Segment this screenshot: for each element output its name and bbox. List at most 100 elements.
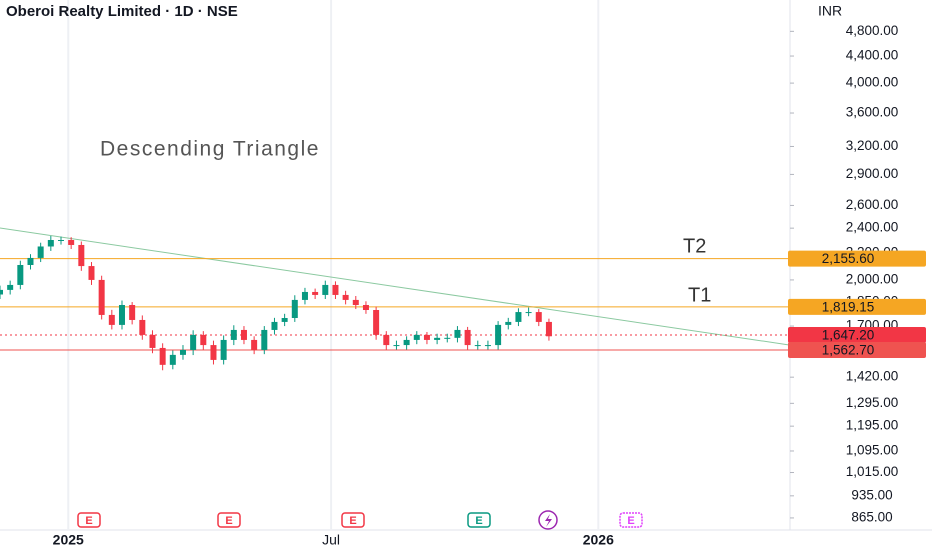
candle-body [47, 239, 54, 247]
candle-body [210, 345, 217, 360]
y-tick-label: 2,000.00 [846, 271, 899, 286]
candle-body [159, 347, 166, 365]
y-tick-label: 3,200.00 [846, 138, 899, 153]
candle-body [535, 312, 542, 322]
candle-body [88, 266, 95, 280]
candle-body [118, 304, 125, 325]
event-badge[interactable] [619, 512, 643, 528]
candle-body [342, 294, 349, 300]
price-tag [788, 341, 926, 358]
annotation: Descending Triangle [100, 138, 320, 161]
y-tick-label: 935.00 [851, 487, 892, 502]
candle-body [220, 339, 227, 360]
candle-body [281, 318, 288, 322]
y-tick-label: 3,600.00 [846, 105, 899, 120]
candle-body [78, 244, 85, 267]
candle-body [230, 329, 237, 340]
candle-body [129, 304, 136, 320]
event-badge[interactable] [217, 512, 241, 528]
candle-body [7, 284, 14, 290]
candle-body [312, 291, 319, 295]
candle-body [0, 289, 3, 295]
candle-body [515, 312, 522, 322]
y-tick-label: 2,400.00 [846, 220, 899, 235]
candle-body [98, 279, 105, 315]
y-tick-label: 2,600.00 [846, 197, 899, 212]
candle-body [332, 284, 339, 295]
y-tick-label: 2,900.00 [846, 166, 899, 181]
event-label[interactable]: E [349, 515, 356, 527]
candle-body [251, 339, 258, 350]
event-label[interactable]: E [627, 515, 634, 527]
trendline [0, 227, 791, 346]
candle-body [484, 345, 491, 347]
candle-body [57, 239, 64, 241]
candle-body [108, 314, 115, 325]
candle-body [149, 334, 156, 348]
y-tick-label: 4,400.00 [846, 48, 899, 63]
candle-body [291, 299, 298, 319]
candle-body [464, 329, 471, 346]
price-tag-label: 2,155.60 [822, 251, 875, 266]
events: E E E E E [77, 510, 643, 530]
candle-body [454, 329, 461, 338]
candle-body [474, 345, 481, 347]
y-tick-label: 1,420.00 [846, 369, 899, 384]
price-tag-label: 1,562.70 [822, 343, 875, 358]
candle-body [505, 321, 512, 325]
candle-body [525, 312, 532, 314]
candle-body [179, 349, 186, 355]
candle-body [200, 334, 207, 346]
candle-body [322, 284, 329, 295]
candle-body [37, 246, 44, 258]
candle-body [352, 299, 359, 305]
event-badge[interactable] [341, 512, 365, 528]
y-tick-label: 1,015.00 [846, 464, 899, 479]
candle-body [17, 264, 24, 285]
price-tag [788, 298, 926, 315]
event-label[interactable]: E [475, 515, 482, 527]
candle-body [393, 345, 400, 347]
candle-body [545, 321, 552, 337]
candle-body [434, 337, 441, 340]
chart-title: Oberoi Realty Limited · 1D · NSE [6, 3, 238, 20]
candle-body [495, 324, 502, 346]
candle-body [240, 329, 247, 340]
y-tick-label: 1,195.00 [846, 418, 899, 433]
candle-body [169, 354, 176, 365]
currency: INR [818, 3, 842, 19]
y-tick-label: 865.00 [851, 509, 892, 524]
candle-body [403, 339, 410, 346]
y-tick-label: 4,000.00 [846, 75, 899, 90]
candle-body [423, 334, 430, 340]
grid [67, 0, 600, 530]
y-axis: 865.00 935.00 1,015.00 1,095.00 1,195.00 1,29… [788, 23, 926, 524]
event-label[interactable]: E [85, 515, 92, 527]
candle-body [261, 329, 268, 350]
price-tag [788, 327, 926, 344]
candle-body [444, 337, 451, 339]
plot [0, 227, 791, 371]
candle-body [383, 334, 390, 346]
candle-body [68, 239, 75, 245]
x-tick-label: 2025 [53, 532, 84, 548]
candle-body [190, 334, 197, 350]
event-badge[interactable] [467, 512, 491, 528]
candle-body [27, 257, 34, 265]
y-tick-label: 4,800.00 [846, 23, 899, 38]
candle-body [413, 334, 420, 340]
candle-body [373, 310, 380, 335]
candle-body [139, 319, 146, 335]
price-tag [788, 250, 926, 267]
x-tick-label: Jul [322, 532, 340, 548]
event-badge[interactable] [77, 512, 101, 528]
candle-body [362, 304, 369, 311]
x-tick-label: 2026 [583, 532, 614, 548]
price-tag-label: 1,647.20 [822, 328, 875, 343]
candle-body [301, 291, 308, 300]
annotation: T1 [688, 284, 711, 306]
event-label[interactable]: E [225, 515, 232, 527]
y-tick-label: 1,095.00 [846, 443, 899, 458]
candle-body [271, 321, 278, 330]
